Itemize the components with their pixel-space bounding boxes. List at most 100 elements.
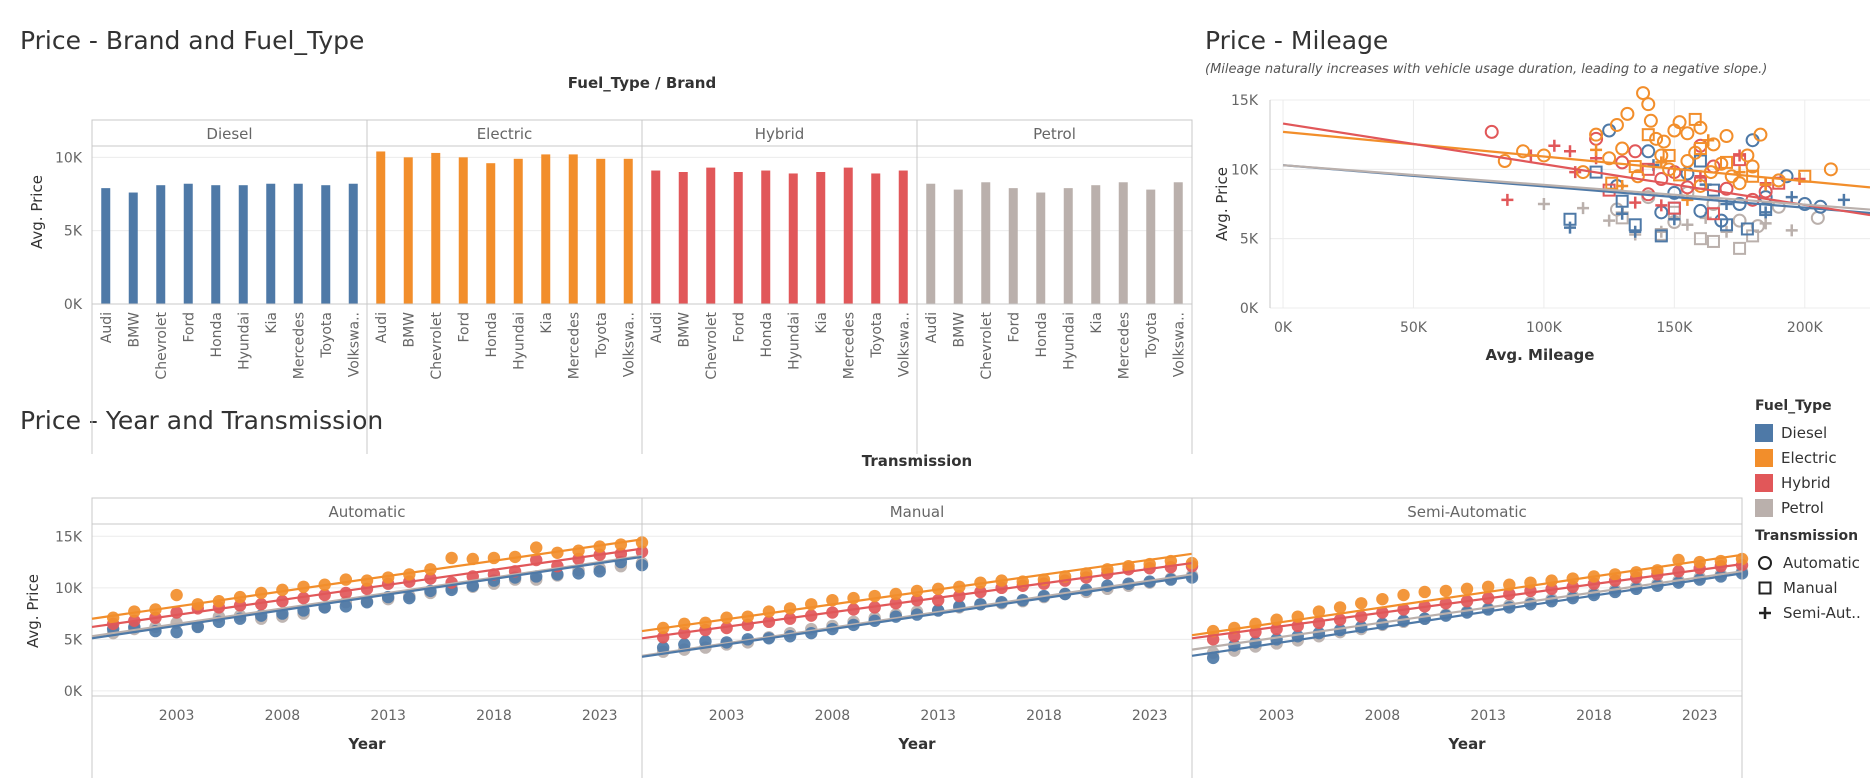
bar bbox=[486, 163, 496, 304]
bar-x-tick: Honda bbox=[209, 312, 225, 357]
mileage-point-plus bbox=[1720, 198, 1733, 210]
year-trend-line bbox=[641, 575, 1193, 658]
bar bbox=[953, 189, 963, 304]
mileage-y-axis-label: Avg. Price bbox=[1213, 167, 1231, 241]
bar-x-tick: BMW bbox=[676, 312, 692, 348]
mileage-point-circle bbox=[1667, 185, 1682, 200]
year-point bbox=[889, 587, 903, 601]
bar-x-tick: BMW bbox=[401, 312, 417, 348]
year-point bbox=[445, 551, 458, 565]
legend-transmission-item[interactable]: Automatic bbox=[1755, 550, 1861, 575]
year-point bbox=[1355, 597, 1368, 610]
year-point bbox=[678, 638, 691, 651]
mileage-point-square bbox=[1641, 128, 1655, 142]
bar bbox=[513, 158, 523, 304]
year-point bbox=[762, 605, 776, 618]
bar bbox=[981, 182, 991, 304]
mileage-x-tick: 200K bbox=[1787, 320, 1824, 336]
year-point bbox=[1460, 606, 1474, 619]
year-point bbox=[297, 580, 310, 593]
bar-x-tick: Hyundai bbox=[1061, 312, 1077, 370]
year-y-tick: 0K bbox=[64, 684, 83, 700]
bar-panel-header-box bbox=[91, 119, 368, 147]
mileage-point-plus bbox=[1702, 134, 1715, 147]
mileage-point-circle bbox=[1615, 155, 1630, 170]
mileage-point-circle bbox=[1641, 97, 1656, 112]
legend-fuel-label: Electric bbox=[1781, 448, 1837, 467]
bar bbox=[623, 158, 633, 304]
year-trend-line bbox=[1191, 572, 1743, 657]
bar-panel-header: Electric bbox=[477, 125, 533, 143]
bar-x-tick: Kia bbox=[264, 312, 280, 334]
year-point bbox=[466, 552, 479, 566]
bar bbox=[1063, 188, 1073, 304]
bar bbox=[156, 185, 166, 304]
legend-fuel-label: Diesel bbox=[1781, 423, 1828, 442]
year-point bbox=[276, 583, 289, 597]
bar-x-tick: Honda bbox=[484, 312, 500, 357]
year-x-tick: 2003 bbox=[1259, 708, 1295, 724]
bar bbox=[541, 154, 551, 304]
legend-transmission-item[interactable]: Semi-Aut.. bbox=[1755, 600, 1861, 625]
year-x-tick: 2008 bbox=[265, 708, 301, 724]
mileage-point-plus bbox=[1548, 139, 1561, 152]
mileage-point-circle bbox=[1609, 117, 1624, 132]
mileage-point-circle bbox=[1641, 144, 1656, 159]
bar bbox=[1173, 182, 1183, 304]
bar-x-tick: Ford bbox=[1006, 312, 1022, 343]
year-point bbox=[106, 611, 120, 624]
legend-fuel-item[interactable]: Hybrid bbox=[1755, 470, 1861, 495]
mileage-point-plus bbox=[1629, 225, 1642, 238]
mileage-point-plus bbox=[1759, 178, 1772, 191]
year-point bbox=[339, 573, 353, 586]
mileage-point-plus bbox=[1759, 206, 1772, 219]
bar-panel-header: Hybrid bbox=[755, 125, 805, 143]
bar-x-tick: Chevrolet bbox=[979, 311, 995, 379]
mileage-scatter-chart: 0K 50K 100K 150K 200K 0K 5K 10K 15K Avg. Mileage A… bbox=[1213, 86, 1870, 364]
legend-transmission-title: Transmission bbox=[1755, 528, 1859, 544]
mileage-point-circle bbox=[1779, 169, 1794, 184]
bar bbox=[596, 158, 606, 304]
year-point bbox=[318, 588, 331, 602]
year-trend-line bbox=[91, 554, 643, 638]
bar-x-tick: Toyota bbox=[869, 312, 885, 359]
legend-fuel-title: Fuel_Type bbox=[1755, 398, 1832, 414]
mileage-point-circle bbox=[1654, 172, 1669, 187]
bar-panel-header-box bbox=[366, 119, 643, 147]
bar-y-tick: 5K bbox=[64, 224, 83, 240]
bar bbox=[183, 183, 193, 304]
legend-swatch-icon bbox=[1755, 498, 1773, 517]
year-trend-line bbox=[1191, 570, 1743, 651]
legend-fuel-item[interactable]: Diesel bbox=[1755, 420, 1861, 445]
legend-fuel-item[interactable]: Electric bbox=[1755, 445, 1861, 470]
mileage-point-circle bbox=[1649, 131, 1664, 146]
year-point bbox=[572, 544, 585, 557]
mileage-trend-line bbox=[1282, 164, 1870, 211]
year-point bbox=[910, 584, 924, 598]
bar-x-tick: Hyundai bbox=[786, 312, 802, 370]
year-panel-header-box bbox=[91, 497, 643, 525]
year-x-tick: 2003 bbox=[709, 708, 745, 724]
bar bbox=[1118, 182, 1128, 304]
year-point bbox=[1333, 601, 1347, 614]
year-point bbox=[403, 591, 416, 605]
bar-x-tick: Audi bbox=[649, 312, 665, 343]
bar bbox=[321, 185, 331, 304]
bar-x-tick: Hyundai bbox=[236, 312, 252, 370]
bar bbox=[678, 172, 688, 304]
year-x-axis-label: Year bbox=[347, 735, 386, 753]
legend-fuel-item[interactable]: Petrol bbox=[1755, 495, 1861, 520]
mileage-point-circle bbox=[1680, 126, 1695, 141]
year-point bbox=[699, 635, 712, 648]
scatter-chart-subtitle: (Mileage naturally increases with vehicl… bbox=[1205, 62, 1768, 77]
mileage-point-plus bbox=[1564, 221, 1576, 234]
legend-transmission-item[interactable]: Manual bbox=[1755, 575, 1861, 600]
mileage-point-square bbox=[1706, 207, 1720, 221]
bar-x-tick: Honda bbox=[759, 312, 775, 357]
bar-x-tick: Chevrolet bbox=[704, 311, 720, 379]
year-x-tick: 2013 bbox=[920, 708, 956, 724]
year-point bbox=[1503, 587, 1516, 601]
year-point bbox=[381, 571, 395, 584]
bar bbox=[211, 185, 221, 304]
